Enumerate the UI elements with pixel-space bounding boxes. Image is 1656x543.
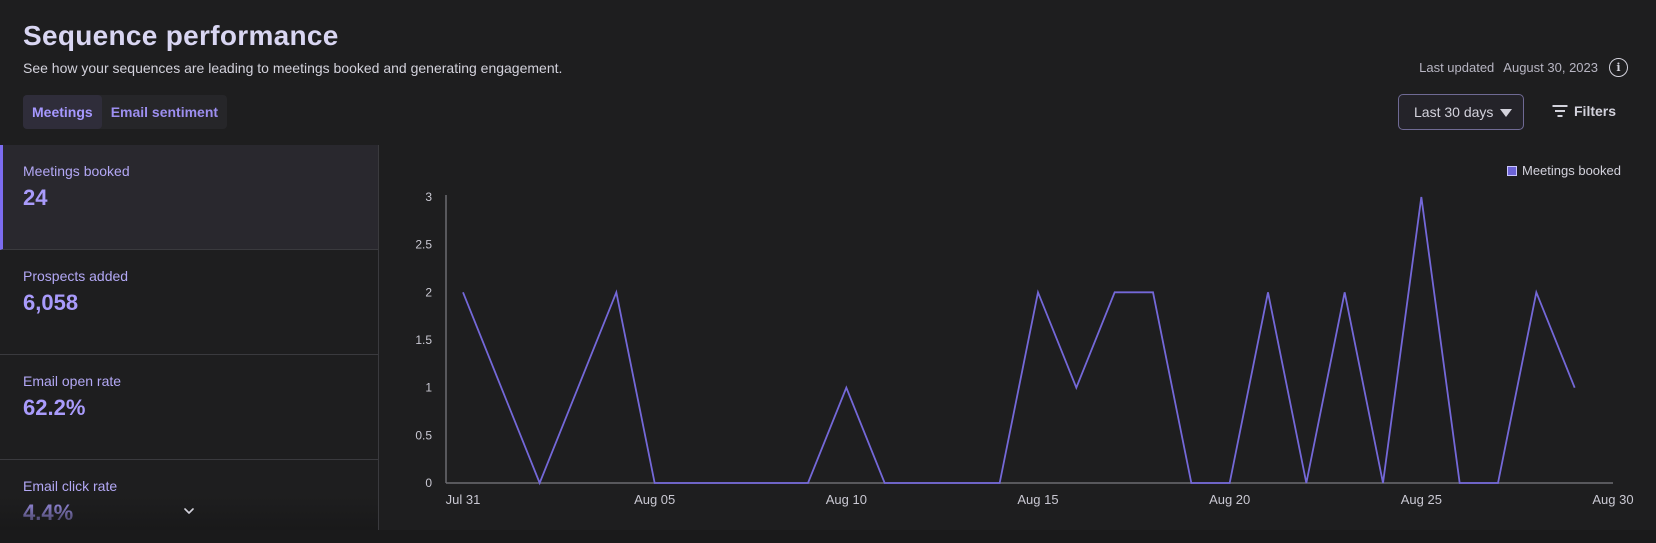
info-icon[interactable]: i bbox=[1609, 58, 1628, 77]
metric-label: Prospects added bbox=[23, 268, 129, 284]
date-range-label: Last 30 days bbox=[1414, 104, 1494, 120]
y-tick-label: 0.5 bbox=[415, 428, 432, 442]
metric-value: 4.4% bbox=[23, 500, 74, 525]
legend-label: Meetings booked bbox=[1521, 163, 1621, 178]
metric-meetings-booked[interactable]: Meetings booked 24 bbox=[0, 145, 379, 250]
view-tabs: Meetings Email sentiment bbox=[23, 95, 228, 129]
metric-value: 6,058 bbox=[23, 290, 79, 315]
sequence-performance-panel: Sequence performance See how your sequen… bbox=[0, 20, 1634, 530]
metric-label: Email open rate bbox=[23, 373, 122, 389]
last-updated: Last updated August 30, 2023 bbox=[1419, 60, 1598, 75]
last-updated-label: Last updated bbox=[1419, 60, 1495, 75]
filter-icon bbox=[1552, 105, 1567, 117]
x-tick-label: Aug 25 bbox=[1401, 492, 1442, 507]
metric-list: Meetings booked 24 Prospects added 6,058… bbox=[0, 145, 380, 530]
chevron-down-icon[interactable] bbox=[182, 504, 196, 518]
x-tick-label: Aug 15 bbox=[1017, 492, 1058, 507]
y-tick-label: 0 bbox=[425, 476, 432, 490]
metric-label: Email click rate bbox=[23, 478, 118, 494]
last-updated-date: August 30, 2023 bbox=[1503, 60, 1598, 75]
x-tick-label: Aug 20 bbox=[1209, 492, 1250, 507]
y-tick-label: 2.5 bbox=[415, 238, 432, 252]
y-tick-label: 1 bbox=[425, 381, 432, 395]
info-glyph: i bbox=[1616, 61, 1621, 74]
metric-value: 62.2% bbox=[23, 395, 86, 420]
metric-label: Meetings booked bbox=[23, 163, 130, 179]
x-tick-label: Aug 30 bbox=[1592, 492, 1633, 507]
metric-prospects-added[interactable]: Prospects added 6,058 bbox=[0, 250, 379, 355]
metric-email-open-rate[interactable]: Email open rate 62.2% bbox=[0, 355, 379, 460]
y-tick-label: 2 bbox=[425, 285, 432, 299]
page-subtitle: See how your sequences are leading to me… bbox=[23, 60, 563, 76]
date-range-select[interactable]: Last 30 days bbox=[1398, 94, 1524, 130]
caret-down-icon bbox=[1500, 109, 1512, 117]
legend-swatch bbox=[1506, 165, 1517, 176]
filters-label: Filters bbox=[1574, 103, 1617, 119]
x-tick-label: Jul 31 bbox=[446, 492, 481, 507]
x-tick-label: Aug 10 bbox=[826, 492, 867, 507]
x-tick-label: Aug 05 bbox=[634, 492, 675, 507]
page-title: Sequence performance bbox=[23, 20, 339, 51]
chart-legend: Meetings booked bbox=[1506, 163, 1621, 178]
series-line-meetings-booked bbox=[462, 196, 1576, 486]
metric-email-click-rate[interactable]: Email click rate 4.4% bbox=[0, 460, 379, 530]
tab-email-sentiment[interactable]: Email sentiment bbox=[110, 104, 219, 120]
metric-value: 24 bbox=[23, 185, 48, 210]
tab-meetings[interactable]: Meetings bbox=[23, 95, 102, 129]
y-tick-label: 3 bbox=[425, 190, 432, 204]
filters-button[interactable]: Filters bbox=[1552, 103, 1616, 119]
y-tick-label: 1.5 bbox=[415, 333, 432, 347]
